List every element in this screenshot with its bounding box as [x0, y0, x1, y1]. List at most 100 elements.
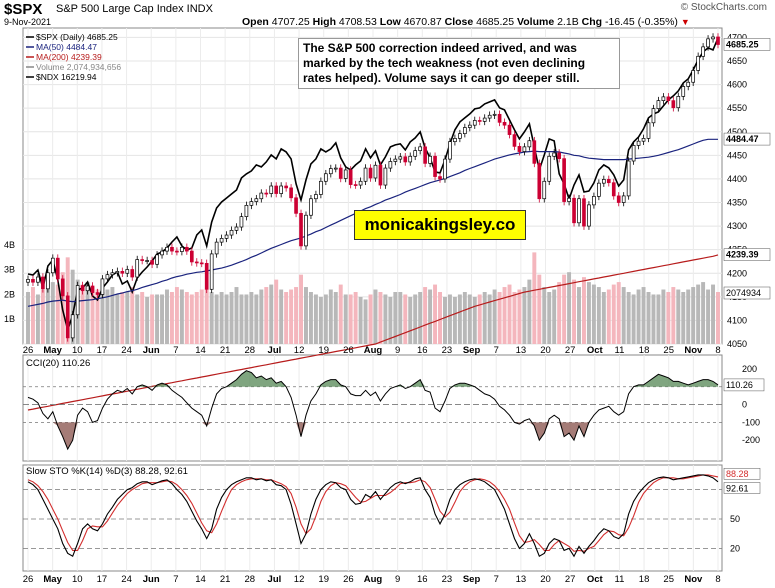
volume-bar [487, 294, 492, 344]
x-tick-label: 14 [195, 574, 206, 585]
volume-bar [492, 289, 497, 344]
volume-bar [55, 284, 60, 344]
candle-body [636, 140, 641, 146]
volume-bar [70, 269, 75, 344]
volume-bar [661, 289, 666, 344]
x-tick-label: 26 [23, 574, 34, 585]
volume-tick-label: 2B [4, 289, 15, 299]
candle-body [105, 274, 110, 280]
last-price-tag: 4685.25 [726, 39, 759, 49]
candle-body [582, 198, 586, 227]
volume-bar [120, 292, 125, 344]
volume-tick-label: 3B [4, 265, 15, 275]
ma50-tag-box [723, 132, 771, 146]
candle-body [324, 173, 328, 182]
candle-body [314, 194, 318, 200]
x-tick-label: 27 [565, 345, 576, 356]
volume-bar [219, 292, 224, 344]
volume-bar [398, 292, 403, 344]
x-tick-label: 9 [395, 345, 400, 356]
volume-bar [711, 284, 716, 344]
candle-body [408, 155, 413, 163]
volume-bar [472, 296, 477, 344]
x-tick-label: 10 [72, 345, 83, 356]
volume-bar [408, 296, 413, 344]
volume-bar [631, 294, 636, 344]
candle-body [130, 269, 135, 278]
candle-body [353, 184, 358, 186]
candle-body [254, 198, 259, 202]
volume-bar [209, 292, 214, 344]
volume-bar [656, 294, 661, 344]
volume-bar [358, 296, 363, 344]
x-tick-label: Aug [364, 345, 383, 356]
volume-bar [482, 292, 487, 344]
x-tick-label: 26 [343, 574, 354, 585]
candle-body [512, 134, 517, 147]
candle-body [463, 127, 467, 134]
candle-body [458, 133, 462, 139]
volume-bar [85, 282, 90, 344]
volume-bar [313, 294, 318, 344]
candle-body [140, 259, 145, 261]
candle-body [423, 146, 427, 164]
volume-bar [234, 287, 239, 344]
cci-tick-label: 200 [742, 364, 757, 374]
x-tick-label: 12 [294, 574, 305, 585]
candle-body [189, 250, 194, 263]
volume-bar [452, 296, 457, 344]
candle-body [170, 246, 174, 252]
candle-body [552, 152, 557, 157]
volume-bar [145, 296, 150, 344]
sto-value-tag-box [723, 482, 761, 494]
candle-body [438, 176, 442, 180]
candle-body [55, 257, 60, 280]
x-tick-label: Jun [143, 345, 160, 356]
candle-body [75, 285, 80, 316]
candle-body [671, 100, 676, 109]
candle-body [234, 226, 239, 231]
volume-bar [567, 272, 572, 344]
candle-body [606, 179, 611, 184]
x-tick-label: 12 [294, 345, 305, 356]
volume-bar [95, 289, 100, 344]
candle-body [502, 121, 507, 126]
candle-body [209, 253, 214, 290]
x-tick-label: Nov [684, 574, 703, 585]
candle-body [289, 187, 293, 199]
candle-body [443, 158, 447, 180]
candle-body [31, 279, 35, 283]
candle-body [274, 185, 279, 194]
candle-body [666, 96, 671, 101]
x-tick-label: Jun [143, 574, 160, 585]
x-tick-label: 7 [173, 574, 178, 585]
candle-body [592, 196, 596, 206]
candle-body [41, 276, 45, 290]
x-tick-label: 28 [244, 345, 255, 356]
candle-body [393, 158, 398, 162]
candle-body [269, 185, 274, 194]
cci-line [27, 370, 719, 451]
ma200-tag: 4239.39 [726, 250, 759, 260]
x-tick-label: 18 [639, 345, 650, 356]
candle-body [70, 314, 75, 339]
price-tick-label: 4100 [727, 315, 747, 325]
volume-bar [35, 294, 40, 344]
volume-bar [616, 282, 621, 344]
volume-bar [274, 279, 279, 344]
volume-bar [45, 279, 50, 344]
candle-body [264, 192, 269, 195]
volume-bar [194, 292, 199, 344]
volume-bar [50, 282, 55, 344]
volume-bar [497, 292, 502, 344]
chart-date: 9-Nov-2021 [4, 17, 52, 27]
candle-body [676, 96, 681, 109]
volume-bar [383, 294, 388, 344]
volume-bar [184, 292, 189, 344]
price-tick-label: 4600 [727, 80, 747, 90]
candle-body [135, 259, 140, 278]
sto-title: Slow STO %K(14) %D(3) 88.28, 92.61 [26, 466, 188, 477]
candle-body [368, 167, 373, 179]
x-tick-label: May [43, 574, 62, 585]
candle-body [378, 164, 383, 186]
